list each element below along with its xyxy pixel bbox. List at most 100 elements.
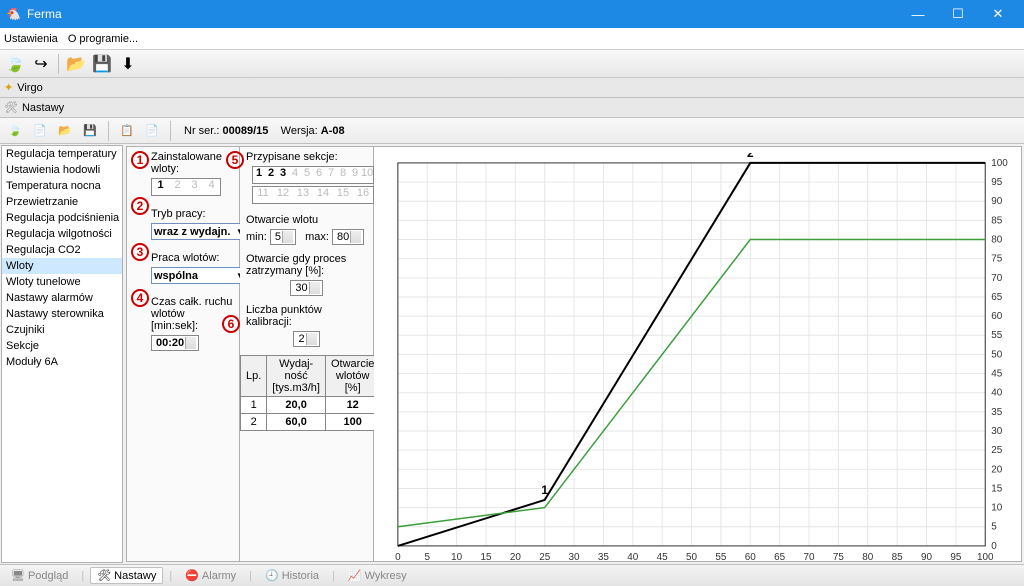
svg-text:15: 15 [991,483,1003,494]
sub-copy-icon[interactable]: 📋 [116,120,138,142]
section-slot-10[interactable]: 10 [361,167,373,183]
svg-text:5: 5 [424,552,430,563]
titlebar: 🐔 Ferma — ☐ ✕ [0,0,1024,28]
svg-text:35: 35 [991,407,1003,418]
table-cell[interactable]: 60,0 [267,414,326,431]
tab-virgo-label[interactable]: Virgo [17,82,42,94]
svg-text:40: 40 [627,552,639,563]
sidebar-item-13[interactable]: Moduły 6A [2,354,122,370]
sidebar-item-6[interactable]: Regulacja CO2 [2,242,122,258]
clock-icon: 🕘 [265,569,279,582]
monitor-icon: 🖥 [11,569,25,582]
svg-text:25: 25 [539,552,551,563]
sidebar-item-5[interactable]: Regulacja wilgotności [2,226,122,242]
section-slot-6[interactable]: 6 [313,167,325,183]
table-cell: 1 [241,397,267,414]
sidebar-item-0[interactable]: Regulacja temperatury [2,146,122,162]
menu-ustawienia[interactable]: Ustawienia [4,33,58,45]
chart-panel: 0510152025303540455055606570758085909510… [374,146,1022,562]
status-tab-podgląd[interactable]: 🖥Podgląd [4,567,75,584]
sub-new-icon[interactable]: 📄 [29,120,51,142]
wrench-icon: 🛠 [4,101,18,114]
time-label: Czas całk. ruchu wlotów [min:sek]: [151,296,233,332]
sub-save-icon[interactable]: 💾 [79,120,101,142]
table-cell[interactable]: 100 [325,414,379,431]
table-cell[interactable]: 20,0 [267,397,326,414]
section-slot-2[interactable]: 2 [265,167,277,183]
star-icon: ✦ [4,81,13,94]
svg-text:60: 60 [745,552,757,563]
status-tab-historia[interactable]: 🕘Historia [258,567,326,584]
badge-4: 4 [131,289,149,307]
sidebar-item-1[interactable]: Ustawienia hodowli [2,162,122,178]
max-spinner[interactable]: 80 [332,229,364,245]
section-slot-8[interactable]: 8 [337,167,349,183]
close-button[interactable]: ✕ [978,6,1018,22]
tab-nastawy-label[interactable]: Nastawy [22,102,64,114]
table-header: Otwarcie wlotów [%] [325,356,379,397]
sub-open-icon[interactable]: 📂 [54,120,76,142]
work-select[interactable]: wspólna▾ [151,267,246,284]
installed-slot-2[interactable]: 2 [169,179,186,195]
table-cell[interactable]: 12 [325,397,379,414]
sidebar-item-2[interactable]: Temperatura nocna [2,178,122,194]
menu-oprogramie[interactable]: O programie... [68,33,138,45]
svg-text:25: 25 [991,445,1003,456]
maximize-button[interactable]: ☐ [938,6,978,22]
installed-slot-3[interactable]: 3 [186,179,203,195]
tool-refresh-icon[interactable]: ↪ [30,53,52,75]
section-slot-5[interactable]: 5 [301,167,313,183]
section-slot-9[interactable]: 9 [349,167,361,183]
sidebar-item-10[interactable]: Nastawy sterownika [2,306,122,322]
sidebar-item-4[interactable]: Regulacja podciśnienia [2,210,122,226]
sub-leaf-icon[interactable]: 🍃 [4,120,26,142]
sections-label: Przypisane sekcje: [246,151,367,163]
section-slot-13[interactable]: 13 [293,187,313,203]
svg-text:1: 1 [541,483,548,497]
sidebar-item-7[interactable]: Wloty [2,258,122,274]
section-slot-3[interactable]: 3 [277,167,289,183]
tool-save-icon[interactable]: 💾 [91,53,113,75]
sidebar-item-11[interactable]: Czujniki [2,322,122,338]
tool-open-icon[interactable]: 📂 [65,53,87,75]
stopped-spinner[interactable]: 30 [290,280,322,296]
installed-slot-4[interactable]: 4 [203,179,220,195]
sections-row2: 111213141516 [252,186,374,204]
status-tab-alarmy[interactable]: ⛔Alarmy [178,567,243,584]
sidebar-item-9[interactable]: Nastawy alarmów [2,290,122,306]
section-slot-14[interactable]: 14 [313,187,333,203]
tool-export-icon[interactable]: ⬇ [117,53,139,75]
sidebar-item-8[interactable]: Wloty tunelowe [2,274,122,290]
sidebar-item-12[interactable]: Sekcje [2,338,122,354]
status-tab-nastawy[interactable]: 🛠Nastawy [90,567,163,584]
section-slot-11[interactable]: 11 [253,187,273,203]
svg-text:45: 45 [991,369,1003,380]
mode-select[interactable]: wraz z wydajn.▾ [151,223,246,240]
section-slot-12[interactable]: 12 [273,187,293,203]
time-spinner[interactable]: 00:20 [151,335,199,351]
calib-spinner[interactable]: 2 [293,331,319,347]
sidebar-item-3[interactable]: Przewietrzanie [2,194,122,210]
badge-6: 6 [222,315,240,333]
section-slot-16[interactable]: 16 [353,187,373,203]
sub-paste-icon[interactable]: 📄 [141,120,163,142]
installed-slot-1[interactable]: 1 [152,179,169,195]
min-label: min: [246,231,267,243]
section-slot-7[interactable]: 7 [325,167,337,183]
tool-leaf-icon[interactable]: 🍃 [4,53,26,75]
section-slot-1[interactable]: 1 [253,167,265,183]
chart-icon: 📈 [348,569,362,582]
svg-text:10: 10 [451,552,463,563]
badge-1: 1 [131,151,149,169]
minimize-button[interactable]: — [898,7,938,22]
svg-text:50: 50 [991,349,1003,360]
status-tab-label: Nastawy [114,570,156,582]
tab-nastawy-row: 🛠 Nastawy [0,98,1024,118]
section-slot-15[interactable]: 15 [333,187,353,203]
svg-text:45: 45 [657,552,669,563]
svg-text:0: 0 [395,552,401,563]
serial-value: 00089/15 [223,125,269,137]
min-spinner[interactable]: 5 [270,229,296,245]
svg-text:75: 75 [991,254,1003,265]
section-slot-4[interactable]: 4 [289,167,301,183]
